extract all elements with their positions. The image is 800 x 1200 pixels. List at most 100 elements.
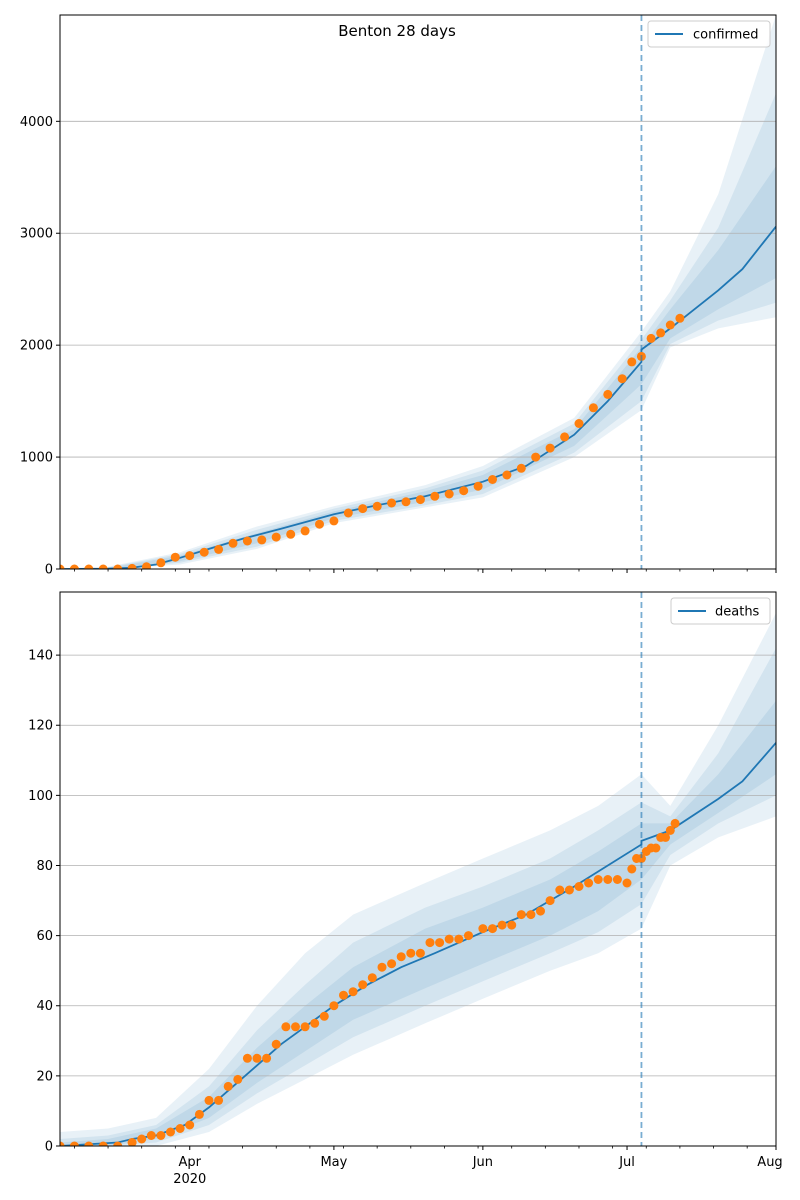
deaths-observed-point [526,910,536,920]
deaths-observed-point [435,938,445,948]
confirmed-observed-point [401,497,411,507]
confirmed-panel: 0 1000 2000 3000 4000 Benton 28 days confirm… [20,14,777,578]
confirmed-observed-point [358,504,368,514]
deaths-observed-point [593,875,603,884]
deaths-observed-point [204,1095,214,1105]
deaths-x-tick-label: Apr [178,1155,201,1170]
confirmed-y-axis: 0 1000 2000 3000 4000 [20,115,60,578]
legend-box [670,597,771,625]
deaths-x-tick-label: Jul [618,1155,635,1170]
confirmed-observed-points [60,313,685,569]
confirmed-observed-point [444,489,454,499]
legend-label-confirmed: confirmed [693,28,759,43]
confirmed-axes-frame [59,14,777,570]
deaths-observed-point [555,885,565,895]
confirmed-uncertainty-bands [108,15,776,569]
confirmed-observed-point [228,538,238,548]
deaths-observed-point [661,832,670,842]
deaths-observed-point [185,1120,195,1130]
deaths-observed-point [242,1053,252,1063]
deaths-observed-point [84,1141,94,1146]
confirmed-y-tick-label: 0 [45,563,53,578]
confirmed-gridlines [60,120,776,458]
confirmed-observed-point [588,403,598,413]
confirmed-band-2 [108,166,776,569]
deaths-y-tick-label: 20 [36,1069,53,1084]
deaths-y-tick-label: 140 [28,649,53,664]
deaths-observed-point [584,878,594,888]
confirmed-y-tick-label: 3000 [20,227,53,242]
legend-label-deaths: deaths [715,605,760,620]
confirmed-observed-point [343,508,353,518]
legend-box [647,20,771,48]
deaths-observed-point [233,1074,243,1084]
deaths-observed-point [665,825,675,835]
deaths-x-tick-label: Aug [757,1155,782,1170]
deaths-observed-point [516,910,526,920]
deaths-observed-point [612,875,622,884]
confirmed-observed-point [646,333,656,343]
confirmed-observed-point [545,443,555,453]
confirmed-observed-point [459,486,469,496]
deaths-x-axis: Apr 2020 May Jun Jul Aug [74,1146,783,1187]
deaths-observed-point [127,1138,137,1146]
deaths-observed-point [627,864,637,874]
confirmed-observed-point [170,552,180,562]
deaths-observed-point [319,1011,329,1021]
confirmed-band-0 [108,15,776,569]
deaths-observed-point [214,1095,224,1105]
confirmed-observed-point [199,547,209,557]
confirmed-observed-point [473,481,483,491]
confirmed-observed-point [127,563,137,569]
deaths-observed-point [387,959,397,969]
deaths-band-0 [60,613,776,1146]
deaths-observed-point [137,1134,147,1144]
deaths-y-tick-label: 0 [45,1140,53,1155]
confirmed-observed-point [488,475,497,484]
confirmed-observed-point [271,532,281,542]
deaths-observed-point [69,1141,79,1146]
confirmed-observed-point [300,526,310,536]
confirmed-observed-point [603,389,613,399]
deaths-observed-point [113,1141,123,1146]
confirmed-observed-point [430,491,440,501]
deaths-x-tick-label: May [320,1155,347,1170]
deaths-observed-point [507,920,517,930]
confirmed-observed-point [372,501,382,511]
confirmed-observed-point [617,374,627,384]
confirmed-observed-point [185,551,195,561]
deaths-observed-point [574,882,584,891]
deaths-observed-point [60,1141,65,1146]
deaths-observed-point [415,948,425,958]
confirmed-observed-point [516,463,526,473]
confirmed-observed-point [315,519,324,529]
deaths-observed-point [464,931,473,941]
deaths-observed-point [670,818,680,828]
confirmed-y-tick-label: 1000 [20,451,53,466]
deaths-observed-point [98,1141,108,1146]
deaths-observed-point [348,987,358,997]
deaths-observed-point [536,906,545,916]
deaths-y-tick-label: 80 [36,859,53,874]
confirmed-observed-point [98,564,108,569]
deaths-y-tick-label: 60 [36,929,53,944]
deaths-observed-point [497,920,507,930]
deaths-observed-point [478,924,488,934]
deaths-observed-point [406,948,416,958]
deaths-observed-point [339,990,348,1000]
confirmed-observed-point [156,558,166,568]
deaths-y-tick-label: 100 [28,789,53,804]
deaths-panel: 0 20 40 60 80 100 120 140 Apr 2020 May Jun Jul Aug d… [28,591,783,1187]
confirmed-observed-point [329,516,339,526]
confirmed-observed-point [665,320,675,330]
deaths-observed-point [166,1127,175,1137]
confirmed-y-tick-label: 4000 [20,115,53,130]
deaths-observed-point [271,1039,281,1049]
confirmed-observed-point [142,562,151,569]
deaths-observed-point [603,875,613,884]
deaths-y-axis: 0 20 40 60 80 100 120 140 [28,649,60,1155]
deaths-observed-point [377,962,387,972]
confirmed-observed-point [69,564,79,569]
confirmed-observed-point [60,564,65,569]
